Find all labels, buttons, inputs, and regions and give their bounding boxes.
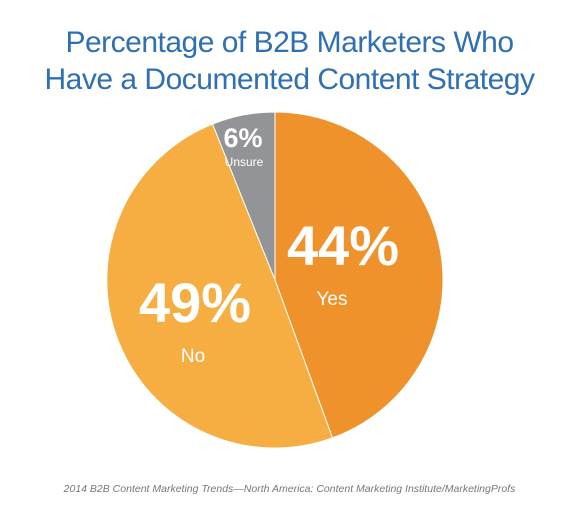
slice-category-label-yes: Yes — [317, 289, 348, 310]
chart-title-line-2: Have a Documented Content Strategy — [44, 63, 535, 96]
chart-title: Percentage of B2B Marketers Who Have a D… — [0, 24, 579, 98]
pie-labels: 44% Yes 49% No 6% Unsure — [139, 123, 399, 367]
pie-slices — [106, 111, 444, 449]
slice-value-label-no: 49% — [139, 271, 251, 334]
slice-category-label-unsure: Unsure — [225, 155, 264, 169]
slice-value-label-unsure: 6% — [223, 123, 262, 153]
chart-title-line-1: Percentage of B2B Marketers Who — [65, 26, 514, 59]
source-citation: 2014 B2B Content Marketing Trends—North … — [63, 483, 516, 495]
slice-category-label-no: No — [181, 346, 205, 367]
pie-slice-yes — [274, 111, 444, 439]
slice-value-label-yes: 44% — [287, 214, 399, 277]
pie-slice-unsure — [211, 111, 276, 281]
pie-slice-no — [106, 123, 334, 449]
